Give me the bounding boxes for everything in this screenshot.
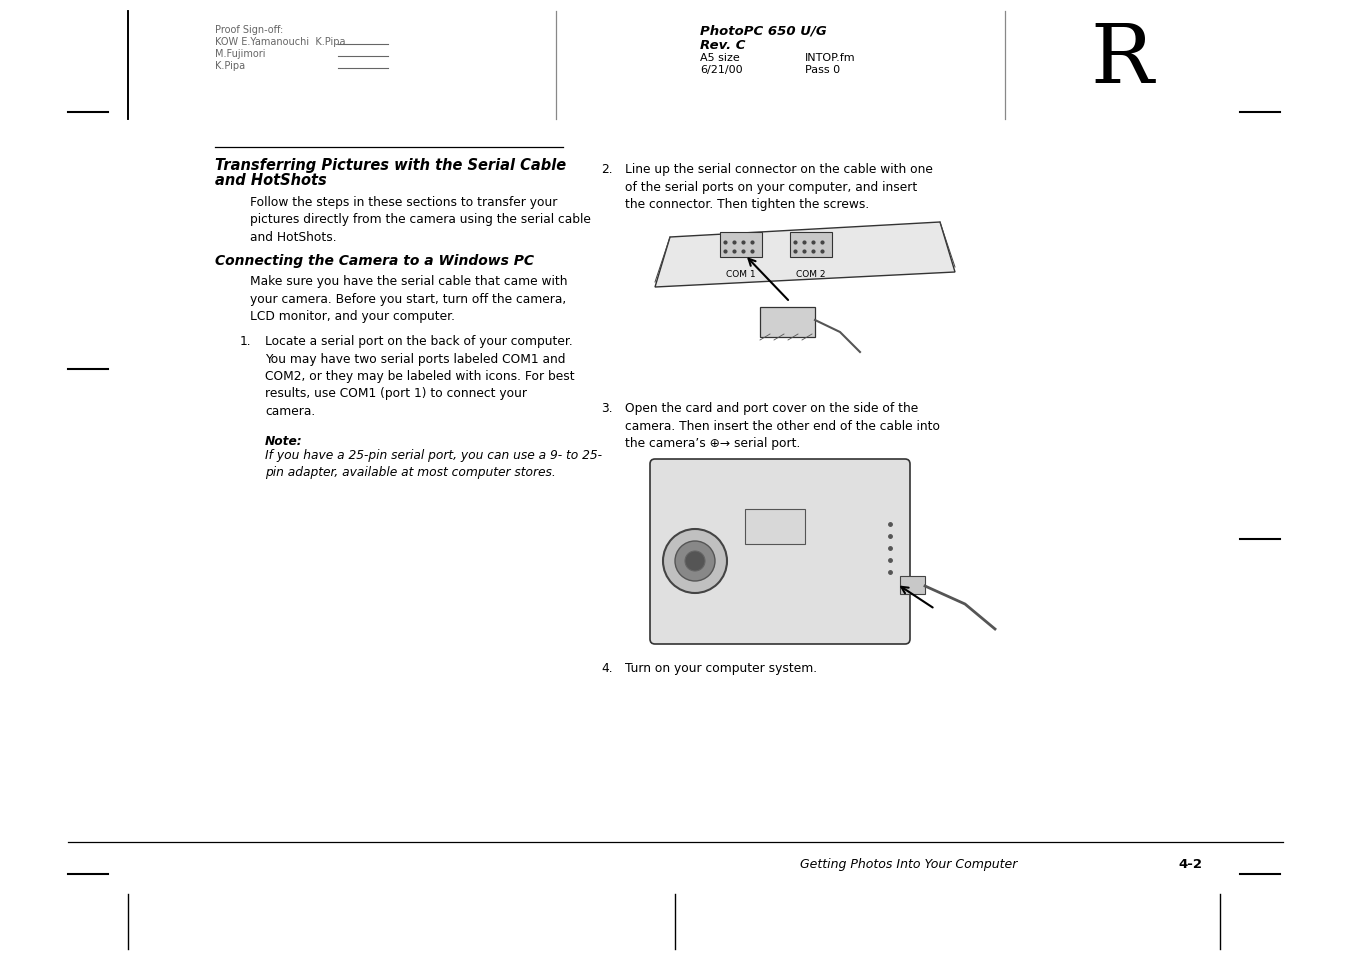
Bar [720, 233, 762, 257]
Text: 1.: 1. [240, 335, 251, 348]
Text: 3.: 3. [601, 401, 612, 415]
Text: 2.: 2. [601, 163, 612, 175]
FancyBboxPatch shape [650, 459, 911, 644]
Text: COM 2: COM 2 [796, 270, 825, 278]
Text: Pass 0: Pass 0 [805, 65, 840, 75]
Text: PhotoPC 650 U/G: PhotoPC 650 U/G [700, 25, 827, 38]
Text: COM 1: COM 1 [727, 270, 755, 278]
Circle shape [663, 530, 727, 594]
Text: 4.: 4. [601, 661, 612, 675]
Text: Connecting the Camera to a Windows PC: Connecting the Camera to a Windows PC [215, 253, 534, 268]
Text: Follow the steps in these sections to transfer your
pictures directly from the c: Follow the steps in these sections to tr… [250, 195, 590, 244]
Text: Rev. C: Rev. C [700, 39, 746, 52]
Text: Getting Photos Into Your Computer: Getting Photos Into Your Computer [800, 857, 1017, 870]
Text: M.Fujimori: M.Fujimori [215, 49, 266, 59]
Bar [900, 577, 925, 595]
Circle shape [685, 552, 705, 572]
Text: 6/21/00: 6/21/00 [700, 65, 743, 75]
Text: KOW E.Yamanouchi  K.Pipa: KOW E.Yamanouchi K.Pipa [215, 37, 346, 47]
Text: Locate a serial port on the back of your computer.
You may have two serial ports: Locate a serial port on the back of your… [265, 335, 574, 417]
Text: INTOP.fm: INTOP.fm [805, 53, 855, 63]
Text: Turn on your computer system.: Turn on your computer system. [626, 661, 817, 675]
Text: K.Pipa: K.Pipa [215, 61, 245, 71]
Text: R: R [1090, 20, 1152, 100]
Text: Note:: Note: [265, 435, 303, 448]
Text: A5 size: A5 size [700, 53, 740, 63]
Circle shape [676, 541, 715, 581]
Text: Proof Sign-off:: Proof Sign-off: [215, 25, 284, 35]
Text: Make sure you have the serial cable that came with
your camera. Before you start: Make sure you have the serial cable that… [250, 274, 567, 323]
Text: Transferring Pictures with the Serial Cable: Transferring Pictures with the Serial Ca… [215, 158, 566, 172]
Text: If you have a 25-pin serial port, you can use a 9- to 25-
pin adapter, available: If you have a 25-pin serial port, you ca… [265, 449, 603, 479]
Polygon shape [655, 223, 955, 288]
Text: and HotShots: and HotShots [215, 172, 327, 188]
Text: Line up the serial connector on the cable with one
of the serial ports on your c: Line up the serial connector on the cabl… [626, 163, 934, 211]
Text: 4-2: 4-2 [1178, 857, 1202, 870]
Bar [744, 510, 805, 544]
Text: Open the card and port cover on the side of the
camera. Then insert the other en: Open the card and port cover on the side… [626, 401, 940, 450]
Bar [790, 233, 832, 257]
Bar [761, 308, 815, 337]
